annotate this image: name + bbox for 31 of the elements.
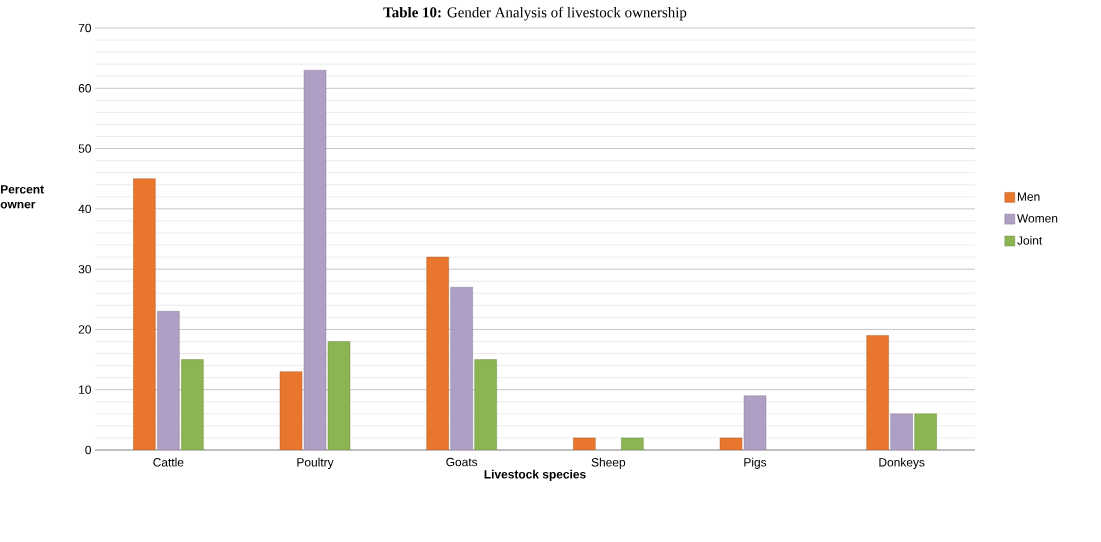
y-tick-label: 0 bbox=[85, 445, 92, 455]
x-tick-label: Cattle bbox=[153, 457, 184, 467]
bar bbox=[866, 335, 889, 450]
bar bbox=[474, 359, 497, 450]
bar bbox=[303, 70, 327, 450]
y-tick-label: 60 bbox=[78, 84, 92, 93]
y-tick-label: 50 bbox=[78, 144, 92, 153]
bar bbox=[157, 311, 180, 450]
y-tick-label: 40 bbox=[78, 204, 92, 214]
bar bbox=[426, 256, 449, 450]
bar bbox=[181, 359, 204, 450]
y-tick-label: 20 bbox=[78, 325, 92, 334]
y-tick-label: 70 bbox=[78, 23, 92, 33]
y-tick-label: 30 bbox=[78, 264, 92, 274]
x-tick-label: Poultry bbox=[297, 457, 334, 469]
x-axis-title: Livestock species bbox=[484, 469, 586, 481]
bar bbox=[327, 341, 351, 450]
y-axis-title: Percent owner bbox=[0, 185, 44, 209]
chart-title: Table 10: Gender Analysis of livestock ownership bbox=[383, 6, 687, 21]
bar bbox=[890, 413, 913, 450]
legend-label: Joint bbox=[1017, 235, 1043, 245]
y-tick-label: 10 bbox=[79, 385, 92, 394]
bar bbox=[914, 413, 937, 450]
x-tick-label: Sheep bbox=[591, 457, 626, 469]
x-tick-label: Donkeys bbox=[879, 457, 925, 469]
x-tick-label: Goats bbox=[446, 457, 478, 467]
legend-label: Men bbox=[1017, 192, 1040, 201]
legend-label: Women bbox=[1017, 214, 1058, 223]
x-tick-label: Pigs bbox=[744, 457, 767, 469]
bar bbox=[450, 287, 473, 450]
bar bbox=[133, 178, 156, 450]
